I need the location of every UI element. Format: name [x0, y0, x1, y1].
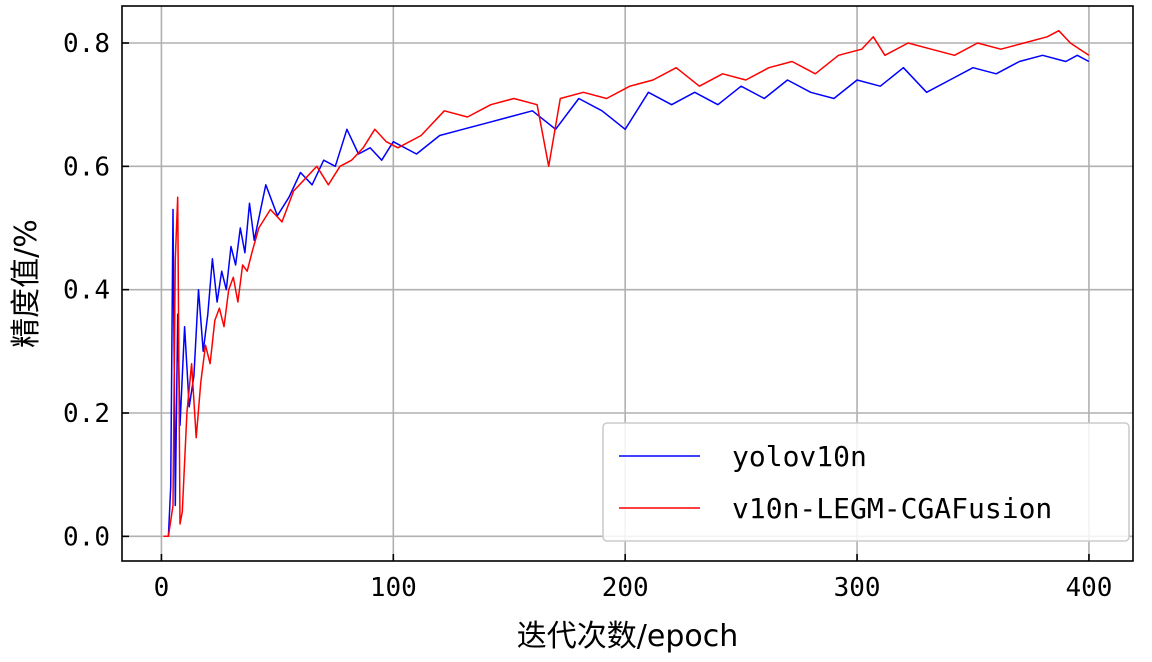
legend-label-yolov10n: yolov10n — [732, 440, 867, 473]
series-line-v10n-legm-cgafusion — [163, 29, 1090, 538]
y-tick-label: 0.8 — [63, 29, 110, 59]
y-tick-label: 0.4 — [63, 276, 110, 306]
legend: yolov10n v10n-LEGM-CGAFusion — [602, 422, 1130, 542]
x-tick-label: 400 — [1065, 573, 1112, 603]
y-tick-label: 0.6 — [63, 152, 110, 182]
x-tick-label: 0 — [154, 573, 170, 603]
series-line-yolov10n — [163, 54, 1090, 538]
axis-ticks: 0 100 200 300 400 0.0 0.2 0.4 0.6 0.8 — [63, 29, 1112, 603]
y-tick-label: 0.0 — [63, 522, 110, 552]
plot-frame — [121, 5, 1134, 562]
x-axis-label: 迭代次数/epoch — [517, 619, 738, 654]
x-tick-label: 300 — [834, 573, 881, 603]
y-axis-label: 精度值/% — [9, 219, 44, 348]
y-tick-label: 0.2 — [63, 399, 110, 429]
legend-label-v10n-legm-cgafusion: v10n-LEGM-CGAFusion — [732, 492, 1052, 525]
series-layer — [163, 29, 1090, 538]
x-tick-label: 100 — [370, 573, 417, 603]
legend-box — [602, 422, 1130, 542]
x-tick-label: 200 — [602, 573, 649, 603]
